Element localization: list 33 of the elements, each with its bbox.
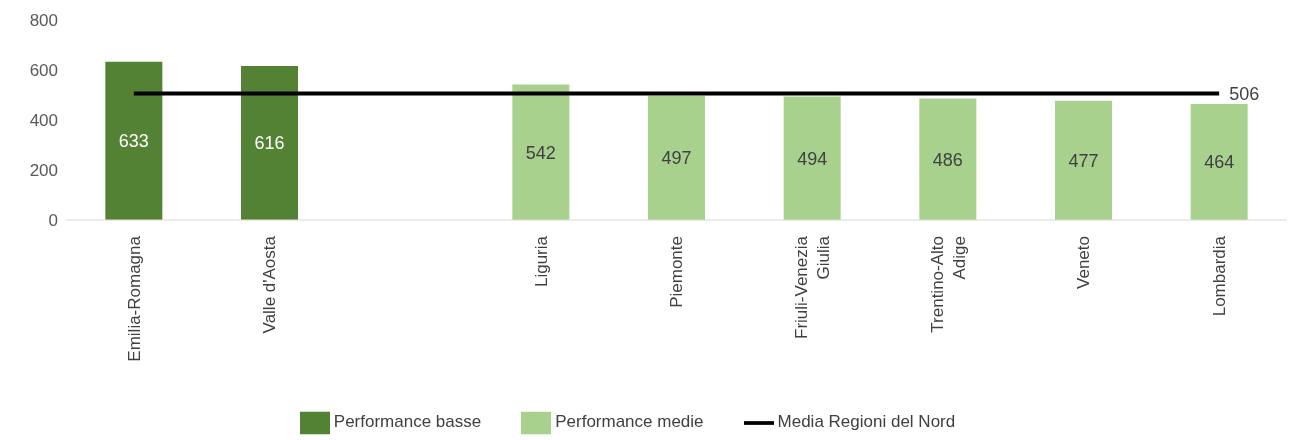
bar — [241, 66, 299, 220]
data-label: 616 — [254, 133, 285, 154]
legend-label: Media Regioni del Nord — [777, 412, 956, 432]
data-label: 477 — [1068, 150, 1099, 171]
data-label: 464 — [1204, 152, 1235, 173]
bar — [919, 98, 977, 220]
x-tick-label: Emilia-Romagna — [124, 235, 144, 362]
y-tick-label: 200 — [29, 161, 58, 181]
y-tick-label: 400 — [29, 111, 58, 131]
x-tick-label: Veneto — [1074, 236, 1094, 289]
bar — [105, 61, 163, 220]
bar — [783, 96, 841, 220]
x-tick-label: Friuli-Venezia Giulia — [792, 235, 834, 339]
data-label: 494 — [797, 148, 828, 169]
bar — [1190, 104, 1248, 220]
y-tick-label: 0 — [48, 211, 58, 231]
bar — [512, 84, 570, 220]
x-tick-label: Lombardia — [1210, 235, 1230, 317]
data-label: 633 — [118, 131, 149, 152]
data-label: 486 — [932, 149, 963, 170]
bar — [648, 95, 706, 220]
x-tick-label: Piemonte — [667, 236, 687, 308]
y-tick-label: 800 — [29, 11, 58, 31]
data-label: 542 — [525, 142, 556, 163]
y-tick-label: 600 — [29, 61, 58, 81]
data-label: 497 — [661, 148, 692, 169]
legend-label: Performance basse — [333, 412, 482, 432]
data-label: 506 — [1229, 83, 1260, 104]
x-tick-label: Trentino-Alto Adige — [927, 236, 969, 333]
legend-label: Performance medie — [555, 412, 704, 432]
bar — [1055, 100, 1113, 220]
x-tick-label: Valle d'Aosta — [260, 235, 280, 334]
x-tick-label: Liguria — [531, 235, 551, 288]
